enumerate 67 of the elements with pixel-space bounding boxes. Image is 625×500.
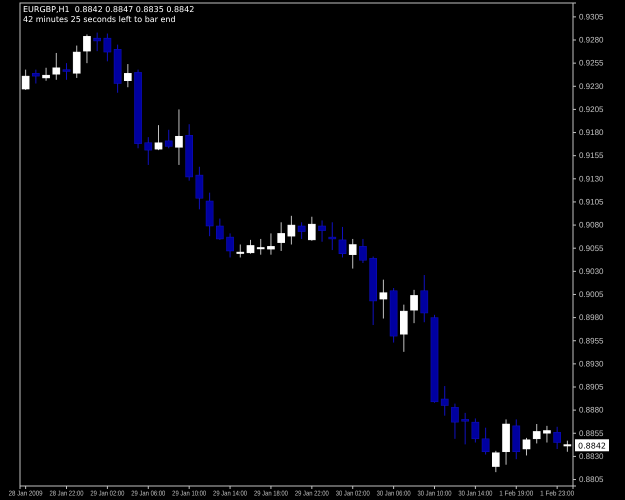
y-tick-label: 0.8955	[579, 336, 604, 346]
y-tick-label: 0.9205	[579, 104, 604, 114]
candlestick	[522, 437, 530, 456]
candlestick	[62, 62, 70, 80]
candlestick	[532, 424, 541, 444]
candlestick	[256, 238, 265, 256]
y-tick-label: 0.9080	[579, 220, 604, 230]
candlestick	[226, 232, 234, 258]
y-tick-label: 0.9230	[579, 82, 604, 91]
candlestick	[308, 216, 316, 242]
y-tick-label: 0.8855	[579, 428, 604, 438]
candlestick	[154, 124, 162, 151]
candlestick	[461, 412, 469, 445]
y-tick-label: 0.9280	[579, 36, 604, 45]
chart-title: EURGBP,H1 0.8842 0.8847 0.8835 0.8842	[23, 5, 194, 14]
candlestick	[328, 222, 336, 251]
candlestick	[420, 274, 428, 323]
annotation: 0.8842	[578, 441, 606, 450]
y-tick-label: 0.8905	[579, 382, 604, 392]
candlestick	[124, 64, 132, 88]
candlestick	[400, 304, 408, 352]
y-tick-label: 0.9105	[579, 197, 604, 206]
candlestick	[216, 218, 224, 240]
y-tick-label: 0.9055	[579, 244, 604, 253]
y-tick-label: 0.9155	[579, 151, 604, 160]
candlestick	[410, 289, 418, 324]
candlestick	[288, 215, 296, 245]
candlestick	[348, 238, 357, 270]
candlestick	[93, 32, 101, 52]
candlestick	[553, 426, 561, 450]
candlestick	[175, 108, 183, 166]
candlestick	[451, 403, 459, 440]
y-tick-label: 0.9130	[579, 174, 604, 184]
candlestick	[236, 244, 244, 258]
y-tick-label: 0.8830	[579, 452, 604, 461]
candlestick	[440, 386, 449, 416]
y-tick-label: 0.9305	[579, 12, 604, 22]
candlestick	[246, 239, 254, 254]
candlestick	[144, 136, 152, 166]
candlestick	[298, 222, 306, 240]
candlestick	[164, 129, 173, 149]
text: 42 minutes 25 seconds left to bar end	[23, 15, 176, 24]
candlestick	[338, 226, 346, 258]
candlestick	[318, 220, 326, 242]
y-tick-label: 0.9180	[579, 128, 604, 138]
candlestick	[104, 33, 112, 62]
candlestick	[52, 52, 60, 80]
candlestick	[380, 279, 388, 320]
candlestick	[267, 232, 275, 256]
y-tick-label: 0.8805	[579, 475, 604, 484]
y-tick-label: 0.9005	[579, 290, 604, 300]
y-tick-label: 0.8930	[579, 359, 604, 368]
candlestick	[196, 166, 204, 210]
y-tick-label: 0.8880	[579, 406, 604, 415]
candlestick	[472, 418, 480, 444]
candlestick	[83, 34, 91, 64]
candlestick	[32, 69, 40, 84]
candlestick	[277, 222, 285, 252]
y-tick-label: 0.8980	[579, 313, 604, 322]
y-tick-label: 0.9255	[579, 58, 604, 68]
candlestick	[482, 427, 490, 456]
candlestick	[492, 450, 500, 473]
candlestick	[359, 238, 367, 264]
candlestick	[543, 425, 551, 444]
candlestick	[42, 67, 50, 82]
y-tick-label: 0.9030	[579, 266, 604, 276]
candlestick	[72, 45, 81, 78]
